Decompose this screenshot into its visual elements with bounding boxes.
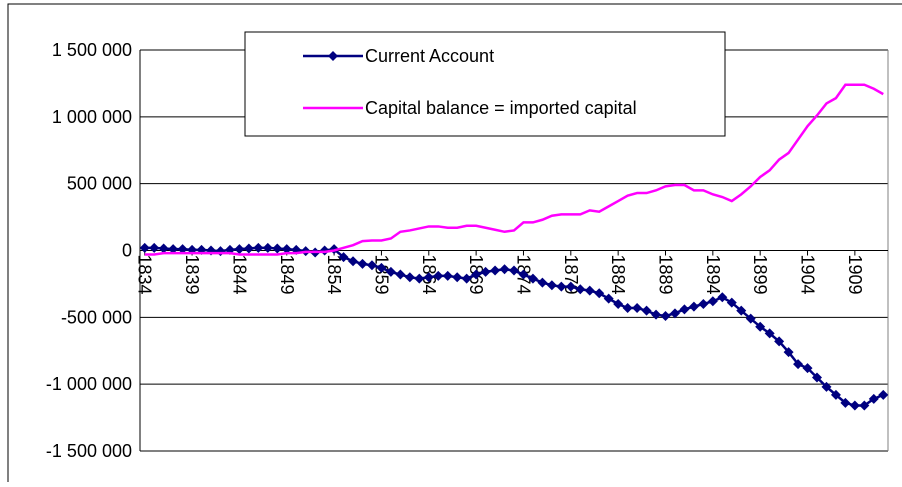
point	[490, 265, 501, 276]
point	[717, 292, 728, 303]
point	[442, 270, 453, 281]
point	[376, 262, 387, 273]
point	[139, 242, 150, 253]
x-tick-label: 1854	[324, 255, 344, 295]
x-tick-label: 1884	[608, 255, 628, 295]
point	[527, 273, 538, 284]
point	[348, 256, 359, 267]
point	[584, 285, 595, 296]
point	[385, 266, 396, 277]
x-tick-label: 1834	[135, 255, 155, 295]
point	[433, 270, 444, 281]
point	[821, 381, 832, 392]
x-tick-label: 1859	[371, 255, 391, 295]
point	[423, 272, 434, 283]
point	[783, 347, 794, 358]
point	[404, 272, 415, 283]
x-tick-label: 1879	[561, 255, 581, 295]
point	[158, 243, 169, 254]
point	[868, 393, 879, 404]
point	[243, 243, 254, 254]
point	[509, 265, 519, 276]
point	[811, 372, 822, 383]
point	[764, 328, 775, 339]
point	[357, 258, 368, 269]
point	[736, 305, 747, 316]
y-tick-label: -1 500 000	[46, 441, 132, 461]
x-tick-label: 1844	[229, 255, 249, 295]
x-tick-label: 1849	[277, 255, 297, 295]
point	[281, 244, 292, 255]
point	[452, 272, 463, 283]
point	[688, 301, 699, 312]
x-tick-label: 1909	[845, 255, 865, 295]
point	[698, 298, 709, 309]
point	[395, 269, 406, 280]
series-line	[144, 83, 884, 256]
point	[755, 321, 766, 332]
point	[366, 260, 377, 271]
point	[632, 302, 643, 313]
point	[840, 397, 851, 408]
point	[338, 252, 349, 263]
point	[168, 244, 179, 255]
legend-marker	[328, 51, 338, 61]
y-tick-label: 0	[122, 241, 132, 261]
point	[253, 242, 264, 253]
x-tick-label: 1839	[182, 255, 202, 295]
y-tick-label: -1 000 000	[46, 374, 132, 394]
point	[471, 269, 482, 280]
point	[556, 281, 567, 292]
y-tick-label: 1 000 000	[52, 107, 132, 127]
point	[272, 243, 283, 254]
point	[793, 359, 804, 370]
point	[774, 336, 785, 347]
point	[480, 266, 491, 277]
point	[594, 288, 605, 299]
point	[726, 297, 737, 308]
point	[414, 273, 425, 284]
point	[234, 244, 245, 255]
legend-label: Capital balance = imported capital	[365, 98, 637, 118]
point	[518, 269, 529, 280]
point	[177, 244, 188, 255]
point	[878, 389, 889, 400]
point	[613, 298, 624, 309]
point	[859, 400, 870, 411]
point	[669, 308, 680, 319]
y-tick-label: -500 000	[61, 307, 132, 327]
point	[537, 277, 548, 288]
x-tick-label: 1889	[655, 255, 675, 295]
point	[679, 304, 690, 315]
point	[603, 293, 614, 304]
point	[707, 296, 718, 307]
y-tick-label: 1 500 000	[52, 40, 132, 60]
point	[149, 242, 160, 253]
x-tick-label: 1899	[750, 255, 770, 295]
point	[849, 400, 860, 411]
point	[565, 281, 576, 292]
legend-label: Current Account	[365, 46, 494, 66]
point	[546, 280, 557, 291]
point	[499, 264, 510, 275]
point	[651, 309, 662, 320]
point	[830, 389, 841, 400]
point	[641, 305, 652, 316]
point	[802, 363, 813, 374]
point	[262, 242, 273, 253]
point	[575, 284, 586, 295]
point	[461, 273, 472, 284]
point	[622, 302, 633, 313]
y-tick-label: 500 000	[67, 174, 132, 194]
x-tick-label: 1894	[703, 255, 723, 295]
point	[745, 313, 756, 324]
x-tick-label: 1904	[798, 255, 818, 295]
legend-box	[244, 31, 726, 137]
point	[660, 310, 671, 321]
